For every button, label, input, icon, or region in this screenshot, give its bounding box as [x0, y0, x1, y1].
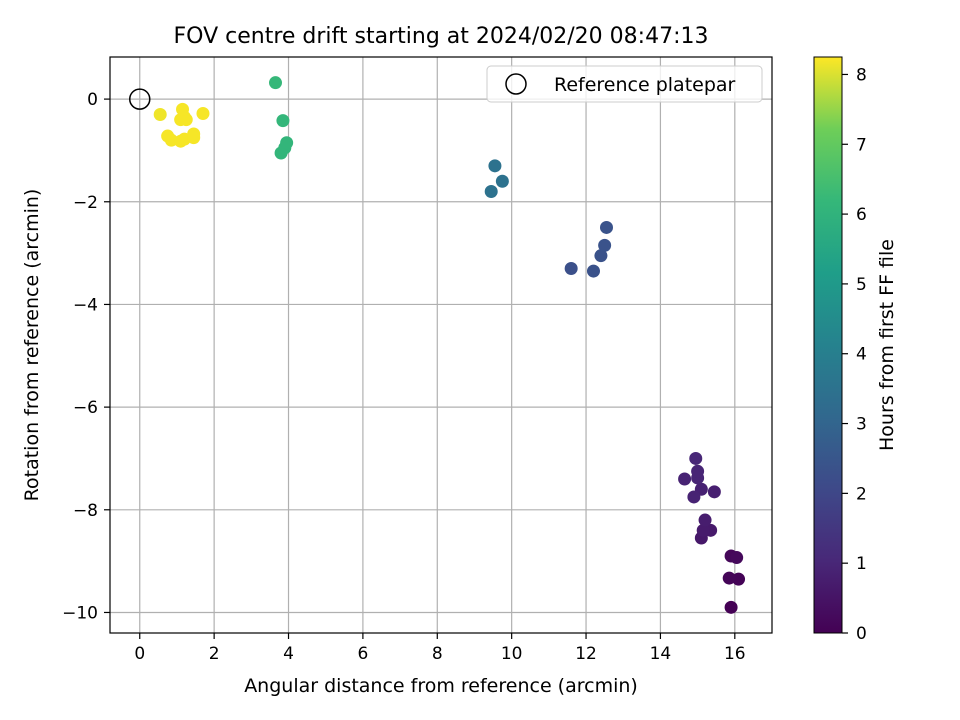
y-tick-label: −2 — [73, 193, 98, 213]
colorbar-tick-label: 1 — [856, 554, 867, 574]
data-points — [153, 76, 746, 614]
colorbar-label: Hours from first FF file — [876, 239, 898, 451]
colorbar: 0 1 2 3 4 5 6 7 8 Hours from first FF file — [813, 56, 898, 644]
y-tick-label: 0 — [87, 90, 98, 110]
data-point — [564, 262, 578, 276]
data-point — [707, 485, 721, 499]
data-point — [689, 451, 703, 465]
data-point — [269, 76, 282, 90]
data-point — [600, 220, 613, 234]
data-point — [586, 264, 600, 278]
data-point — [153, 107, 167, 121]
data-point — [678, 472, 692, 486]
data-point — [484, 185, 498, 199]
x-tick-label: 14 — [650, 644, 672, 664]
axes: 0 2 4 6 8 10 12 14 16 0 −2 −4 −6 −8 −10 — [62, 56, 773, 664]
y-tick-label: −6 — [73, 398, 98, 418]
data-point — [598, 238, 612, 252]
data-point — [196, 106, 210, 120]
reference-point — [129, 88, 151, 110]
data-point — [495, 174, 509, 188]
colorbar-tick-label: 4 — [856, 345, 867, 365]
data-point — [691, 464, 705, 478]
x-tick-label: 2 — [209, 644, 220, 664]
data-point — [488, 159, 502, 173]
x-tick-label: 4 — [283, 644, 294, 664]
plot-frame — [109, 56, 773, 634]
reference-platepar-marker — [129, 88, 151, 110]
colorbar-gradient — [813, 56, 843, 634]
data-point — [722, 571, 736, 585]
data-point — [730, 551, 744, 565]
data-point — [687, 490, 701, 504]
chart-title: FOV centre drift starting at 2024/02/20 … — [174, 24, 709, 49]
y-tick-label: −8 — [73, 501, 98, 521]
data-point — [187, 127, 201, 141]
x-tick-label: 10 — [501, 644, 523, 664]
y-tick-label: −4 — [73, 295, 98, 315]
data-point — [724, 600, 738, 614]
legend-box — [486, 65, 763, 103]
legend-marker-reference — [505, 73, 527, 95]
colorbar-tick-label: 8 — [856, 65, 867, 85]
x-tick-label: 8 — [432, 644, 443, 664]
colorbar-tick-label: 6 — [856, 205, 867, 225]
colorbar-tick-label: 5 — [856, 275, 867, 295]
colorbar-tick-label: 3 — [856, 415, 867, 435]
colorbar-tick-label: 2 — [856, 484, 867, 504]
data-point — [176, 102, 190, 116]
legend: Reference platepar — [486, 65, 763, 103]
grid-lines — [110, 57, 772, 633]
x-tick-label: 0 — [134, 644, 145, 664]
y-axis-label: Rotation from reference (arcmin) — [21, 189, 43, 502]
x-tick-label: 6 — [357, 644, 368, 664]
data-point — [280, 136, 294, 150]
data-point — [276, 114, 290, 128]
x-axis-label: Angular distance from reference (arcmin) — [244, 675, 638, 697]
data-point — [594, 249, 608, 263]
data-point — [696, 523, 710, 537]
legend-label-reference: Reference platepar — [554, 74, 736, 96]
y-tick-label: −10 — [62, 603, 98, 623]
x-tick-label: 16 — [724, 644, 746, 664]
colorbar-tick-label: 0 — [856, 624, 867, 644]
colorbar-tick-label: 7 — [856, 135, 867, 155]
colorbar-ticks: 0 1 2 3 4 5 6 7 8 — [842, 65, 867, 644]
x-tick-label: 12 — [575, 644, 597, 664]
data-point — [698, 513, 712, 527]
